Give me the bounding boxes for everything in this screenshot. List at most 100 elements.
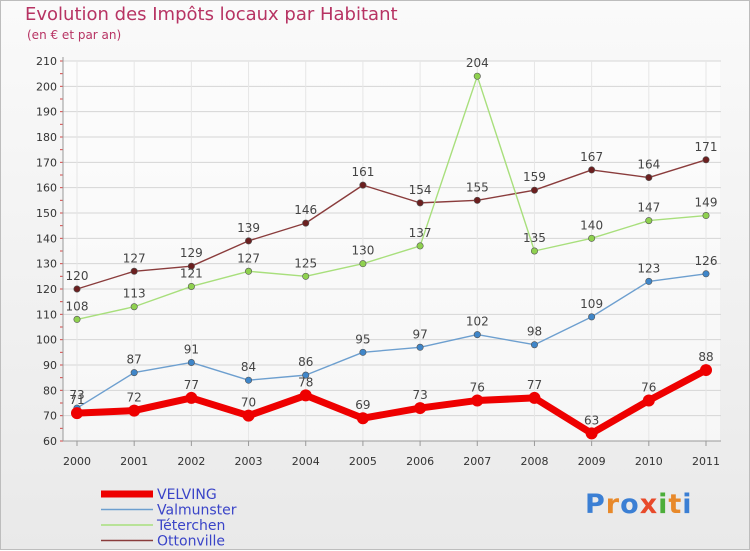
- data-point: [473, 331, 481, 339]
- data-label: 155: [466, 180, 489, 194]
- data-label: 120: [66, 269, 89, 283]
- x-tick-label: 2000: [63, 455, 91, 468]
- x-tick-label: 2005: [349, 455, 377, 468]
- data-point: [702, 212, 710, 220]
- data-point: [245, 237, 253, 245]
- data-label: 154: [409, 183, 432, 197]
- data-point: [359, 348, 367, 356]
- data-label: 149: [695, 196, 718, 210]
- data-label: 76: [470, 380, 485, 394]
- y-tick-label: 70: [43, 410, 57, 423]
- data-label: 161: [351, 165, 374, 179]
- data-label: 95: [355, 332, 370, 346]
- proxiti-logo: Proxiti: [585, 489, 693, 520]
- data-point: [473, 72, 481, 80]
- data-point: [585, 427, 598, 440]
- data-label: 76: [641, 380, 656, 394]
- data-point: [645, 174, 653, 182]
- data-label: 127: [237, 251, 260, 265]
- logo-letter: i: [658, 489, 669, 520]
- data-point: [528, 391, 541, 404]
- data-label: 126: [695, 254, 718, 268]
- data-point: [359, 181, 367, 189]
- chart-title: Evolution des Impôts locaux par Habitant: [25, 4, 398, 25]
- data-point: [645, 217, 653, 225]
- data-label: 86: [298, 355, 313, 369]
- logo-letter: P: [585, 489, 606, 520]
- x-tick-label: 2008: [520, 455, 548, 468]
- x-tick-label: 2006: [406, 455, 434, 468]
- data-label: 171: [695, 140, 718, 154]
- y-tick-label: 90: [43, 359, 57, 372]
- series-line-téterchen: [76, 75, 707, 321]
- data-point: [130, 267, 138, 275]
- data-point: [302, 219, 310, 227]
- data-label: 84: [241, 360, 256, 374]
- logo-letter: r: [605, 489, 621, 520]
- y-tick-label: 100: [36, 334, 57, 347]
- data-label: 63: [584, 413, 599, 427]
- x-tick-label: 2007: [463, 455, 491, 468]
- data-point: [473, 196, 481, 204]
- y-tick-label: 200: [36, 80, 57, 93]
- data-label: 78: [298, 375, 313, 389]
- data-label: 139: [237, 221, 260, 235]
- data-point: [130, 303, 138, 311]
- legend-label: Ottonville: [157, 534, 225, 550]
- legend-label: Valmunster: [157, 503, 237, 519]
- data-label: 69: [355, 398, 370, 412]
- data-label: 109: [580, 297, 603, 311]
- logo-letter: o: [620, 489, 640, 520]
- x-tick-label: 2002: [177, 455, 205, 468]
- legend-label: VELVING: [157, 487, 217, 503]
- y-tick-label: 140: [36, 232, 57, 245]
- data-point: [359, 260, 367, 268]
- series-line-ottonville: [76, 159, 707, 290]
- data-point: [416, 199, 424, 207]
- data-label: 135: [523, 231, 546, 245]
- y-tick-label: 110: [36, 308, 57, 321]
- data-point: [73, 315, 81, 323]
- data-label: 108: [66, 299, 89, 313]
- data-point: [416, 343, 424, 351]
- data-label: 167: [580, 150, 603, 164]
- series-line-velving: [73, 366, 710, 437]
- data-label: 73: [69, 388, 84, 402]
- data-label: 130: [351, 244, 374, 258]
- logo-letter: x: [639, 489, 659, 520]
- data-label: 102: [466, 315, 489, 329]
- data-point: [299, 389, 312, 402]
- y-tick-label: 130: [36, 258, 57, 271]
- plot-area: [63, 61, 720, 441]
- data-point: [588, 166, 596, 174]
- series-line-valmunster: [76, 273, 707, 409]
- data-label: 146: [294, 203, 317, 217]
- data-label: 127: [123, 251, 146, 265]
- data-label: 87: [127, 353, 142, 367]
- data-point: [242, 409, 255, 422]
- data-label: 140: [580, 218, 603, 232]
- chart-subtitle: (en € et par an): [27, 28, 122, 42]
- data-label: 129: [180, 246, 203, 260]
- data-label: 164: [637, 158, 660, 172]
- data-point: [245, 267, 253, 275]
- data-label: 88: [698, 350, 713, 364]
- data-label: 70: [241, 396, 256, 410]
- data-label: 147: [637, 201, 660, 215]
- y-tick-label: 190: [36, 106, 57, 119]
- data-point: [530, 341, 538, 349]
- data-label: 71: [69, 393, 84, 407]
- x-tick-label: 2010: [635, 455, 663, 468]
- x-tick-label: 2004: [292, 455, 320, 468]
- data-point: [588, 313, 596, 321]
- data-point: [71, 407, 83, 420]
- y-tick-label: 80: [43, 384, 57, 397]
- data-point: [128, 404, 141, 417]
- data-point: [645, 277, 653, 285]
- data-point: [73, 285, 81, 293]
- data-label: 73: [412, 388, 427, 402]
- data-label: 204: [466, 56, 489, 70]
- x-tick-label: 2011: [692, 455, 720, 468]
- x-tick-label: 2009: [578, 455, 606, 468]
